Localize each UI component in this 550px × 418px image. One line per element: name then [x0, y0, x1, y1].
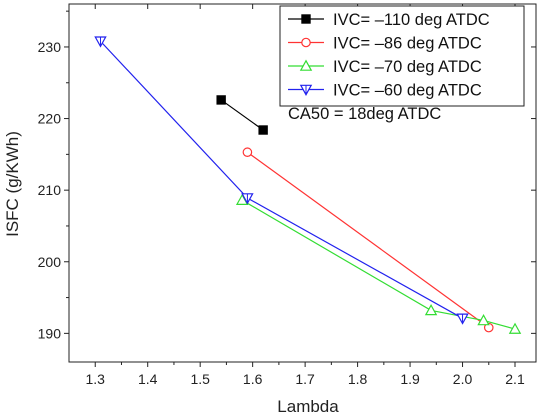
- legend-marker: [299, 59, 313, 71]
- series-2-point: [242, 147, 253, 158]
- series-3-line: [241, 199, 516, 330]
- y-tick-label: 190: [38, 325, 62, 341]
- legend-entry-1: IVC= –110 deg ATDC: [288, 11, 490, 29]
- series-4: [94, 36, 469, 325]
- x-tick-label: 1.7: [295, 371, 315, 387]
- legend-marker: [301, 14, 311, 24]
- legend-marker: [299, 84, 313, 96]
- legend-label: IVC= –60 deg ATDC: [333, 82, 482, 100]
- y-tick-label: 220: [38, 111, 62, 127]
- y-tick-label: 210: [38, 182, 62, 198]
- legend-entry-2: IVC= –86 deg ATDC: [288, 35, 482, 53]
- x-tick-label: 1.9: [400, 371, 420, 387]
- series-1-line: [220, 99, 264, 131]
- legend-label: IVC= –110 deg ATDC: [333, 11, 490, 29]
- legend-note: CA50 = 18deg ATDC: [288, 105, 441, 123]
- plot-frame: [68, 3, 537, 363]
- series-2: [242, 147, 494, 333]
- series-4-point: [241, 193, 254, 205]
- series-3-point: [508, 322, 522, 334]
- legend-label: IVC= –70 deg ATDC: [333, 58, 482, 76]
- series-2-point: [483, 322, 494, 333]
- x-tick-label: 2.1: [505, 371, 525, 387]
- x-tick-label: 1.5: [190, 371, 210, 387]
- series-2-line: [247, 151, 490, 329]
- series-3-point: [424, 304, 438, 316]
- x-tick-label: 1.6: [243, 371, 263, 387]
- plot-series: [94, 36, 522, 334]
- x-tick-label: 1.3: [86, 371, 106, 387]
- legend-entry-4: IVC= –60 deg ATDC: [288, 82, 482, 100]
- y-tick-label: 230: [38, 39, 62, 55]
- legend-entry-3: IVC= –70 deg ATDC: [288, 58, 482, 76]
- legend-label: IVC= –86 deg ATDC: [333, 35, 482, 53]
- x-tick-label: 1.4: [138, 371, 158, 387]
- legend: IVC= –110 deg ATDC IVC= –86 deg ATDC IVC= …: [279, 5, 525, 123]
- series-1-point: [216, 95, 226, 105]
- axes: 1.3 1.4 1.5 1.6 1.7 1.8 1.9 2.0 2.1 190 200 210 220 2…: [38, 3, 537, 387]
- series-4-point: [94, 36, 107, 48]
- y-axis-label: ISFC (g/KWh): [3, 131, 22, 237]
- x-tick-label: 2.0: [453, 371, 473, 387]
- y-tick-label: 200: [38, 254, 62, 270]
- series-1-point: [258, 125, 268, 135]
- series-3-point: [477, 314, 490, 326]
- series-4-point: [456, 313, 469, 325]
- x-axis-label: Lambda: [277, 397, 339, 416]
- series-1: [216, 95, 268, 135]
- legend-marker: [301, 37, 311, 48]
- x-tick-label: 1.8: [348, 371, 368, 387]
